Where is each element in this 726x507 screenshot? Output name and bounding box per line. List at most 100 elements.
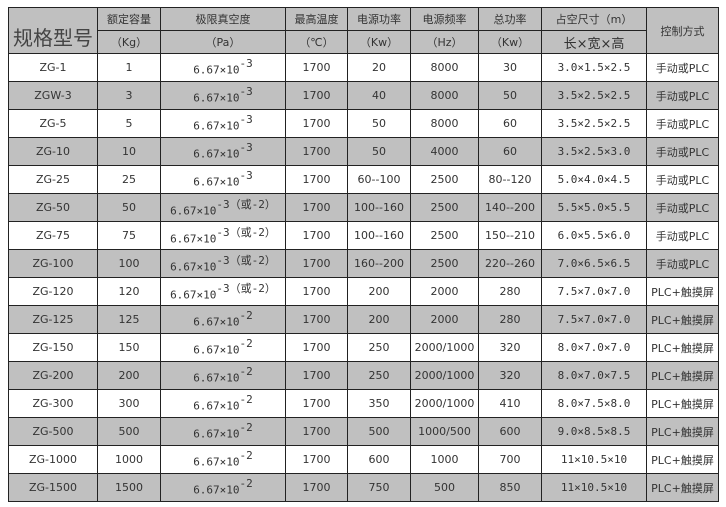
table-row: ZG-1 1 6.67×10-3 1700 20 8000 30 3.0×1.5×2.5 手动或… — [8, 53, 719, 82]
cell-freq: 8000 — [410, 81, 479, 110]
cell-size: 5.5×5.0×5.5 — [541, 193, 647, 222]
cell-temp: 1700 — [285, 333, 348, 362]
cell-control: 手动或PLC — [646, 81, 719, 110]
cell-size: 8.0×7.0×7.5 — [541, 361, 647, 390]
vacuum-base: 6.67×10 — [193, 455, 240, 469]
cell-freq: 2000/1000 — [410, 361, 479, 390]
cell-total: 80--120 — [478, 165, 542, 194]
cell-temp: 1700 — [285, 417, 348, 446]
vacuum-base: 6.67×10 — [170, 204, 217, 218]
cell-power: 750 — [347, 473, 411, 502]
cell-total: 60 — [478, 109, 542, 138]
cell-power: 40 — [347, 81, 411, 110]
cell-temp: 1700 — [285, 445, 348, 474]
cell-freq: 2500 — [410, 193, 479, 222]
cell-size: 8.0×7.0×7.0 — [541, 333, 647, 362]
cell-vacuum: 6.67×10-3（或-2） — [160, 249, 286, 278]
cell-control: 手动或PLC — [646, 249, 719, 278]
cell-power: 600 — [347, 445, 411, 474]
cell-model: ZG-100 — [8, 249, 98, 278]
cell-control: PLC+触摸屏 — [646, 333, 719, 362]
header-capacity: 额定容量 — [97, 7, 161, 31]
cell-temp: 1700 — [285, 193, 348, 222]
cell-model: ZG-300 — [8, 389, 98, 418]
cell-control: PLC+触摸屏 — [646, 445, 719, 474]
cell-temp: 1700 — [285, 361, 348, 390]
cell-total: 50 — [478, 81, 542, 110]
cell-total: 850 — [478, 473, 542, 502]
vacuum-exponent: -3 — [239, 168, 253, 182]
cell-control: PLC+触摸屏 — [646, 417, 719, 446]
cell-size: 7.5×7.0×7.0 — [541, 277, 647, 306]
cell-power: 100--160 — [347, 221, 411, 250]
vacuum-note: （或-2） — [229, 253, 276, 267]
vacuum-exponent: -3 — [216, 197, 230, 211]
cell-model: ZG-1500 — [8, 473, 98, 502]
unit-power: （Kw） — [347, 30, 411, 54]
cell-control: PLC+触摸屏 — [646, 389, 719, 418]
cell-size: 8.0×7.5×8.0 — [541, 389, 647, 418]
cell-power: 200 — [347, 305, 411, 334]
vacuum-exponent: -3 — [239, 84, 253, 98]
cell-vacuum: 6.67×10-2 — [160, 473, 286, 502]
cell-size: 11×10.5×10 — [541, 445, 647, 474]
cell-control: PLC+触摸屏 — [646, 473, 719, 502]
vacuum-note: （或-2） — [229, 197, 276, 211]
cell-size: 9.0×8.5×8.5 — [541, 417, 647, 446]
cell-model: ZG-5 — [8, 109, 98, 138]
cell-model: ZG-25 — [8, 165, 98, 194]
cell-size: 6.0×5.5×6.0 — [541, 221, 647, 250]
vacuum-exponent: -3 — [216, 225, 230, 239]
cell-total: 220--260 — [478, 249, 542, 278]
header-unit-row: （Kg） （Pa） （℃） （Kw） （Hz） （Kw） 长×宽×高 — [9, 30, 719, 54]
cell-freq: 2000/1000 — [410, 333, 479, 362]
cell-temp: 1700 — [285, 473, 348, 502]
cell-vacuum: 6.67×10-2 — [160, 305, 286, 334]
cell-vacuum: 6.67×10-2 — [160, 333, 286, 362]
cell-capacity: 500 — [97, 417, 161, 446]
cell-control: 手动或PLC — [646, 109, 719, 138]
cell-freq: 4000 — [410, 137, 479, 166]
header-vacuum: 极限真空度 — [160, 7, 286, 31]
cell-vacuum: 6.67×10-3 — [160, 137, 286, 166]
cell-total: 320 — [478, 333, 542, 362]
cell-model: ZG-75 — [8, 221, 98, 250]
table-row: ZG-120 120 6.67×10-3（或-2） 1700 200 2000 280 7.5… — [8, 277, 719, 306]
vacuum-base: 6.67×10 — [193, 119, 240, 133]
cell-vacuum: 6.67×10-3 — [160, 81, 286, 110]
cell-capacity: 150 — [97, 333, 161, 362]
cell-capacity: 100 — [97, 249, 161, 278]
cell-model: ZG-120 — [8, 277, 98, 306]
unit-vacuum: （Pa） — [160, 30, 286, 54]
cell-vacuum: 6.67×10-2 — [160, 417, 286, 446]
cell-size: 3.5×2.5×2.5 — [541, 81, 647, 110]
vacuum-exponent: -2 — [239, 420, 253, 434]
cell-freq: 2500 — [410, 165, 479, 194]
cell-total: 320 — [478, 361, 542, 390]
cell-size: 3.0×1.5×2.5 — [541, 53, 647, 82]
cell-size: 3.5×2.5×3.0 — [541, 137, 647, 166]
vacuum-exponent: -2 — [239, 448, 253, 462]
vacuum-exponent: -2 — [239, 392, 253, 406]
cell-freq: 8000 — [410, 53, 479, 82]
cell-model: ZG-125 — [8, 305, 98, 334]
cell-capacity: 1 — [97, 53, 161, 82]
vacuum-exponent: -2 — [239, 336, 253, 350]
cell-power: 350 — [347, 389, 411, 418]
cell-temp: 1700 — [285, 277, 348, 306]
vacuum-exponent: -2 — [239, 364, 253, 378]
cell-model: ZG-150 — [8, 333, 98, 362]
cell-control: 手动或PLC — [646, 53, 719, 82]
cell-total: 60 — [478, 137, 542, 166]
cell-capacity: 125 — [97, 305, 161, 334]
cell-freq: 1000/500 — [410, 417, 479, 446]
cell-control: 手动或PLC — [646, 165, 719, 194]
table-row: ZG-150 150 6.67×10-2 1700 250 2000/1000 320 8.0… — [8, 333, 719, 362]
table-row: ZG-500 500 6.67×10-2 1700 500 1000/500 600 9.0×… — [8, 417, 719, 446]
table-row: ZG-25 25 6.67×10-3 1700 60--100 2500 80--120 5.… — [8, 165, 719, 194]
header-control: 控制方式 — [646, 7, 719, 54]
vacuum-note: （或-2） — [229, 281, 276, 295]
cell-model: ZG-1 — [8, 53, 98, 82]
cell-temp: 1700 — [285, 221, 348, 250]
cell-capacity: 75 — [97, 221, 161, 250]
